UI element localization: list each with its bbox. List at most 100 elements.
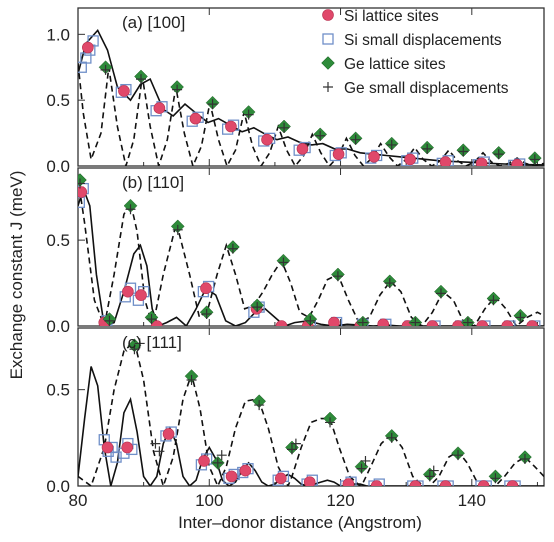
x-tick-label: 80: [69, 491, 88, 510]
chart-panel-1: 0.0 0.5 1.0 (a) [100]: [46, 7, 545, 176]
si-lattice-point: [122, 285, 134, 298]
si-displacement-point: [80, 52, 92, 64]
si-lattice-point: [511, 158, 523, 166]
si-lattice-point: [78, 186, 88, 198]
plot-frame: [77, 327, 545, 487]
ge-displacement-point: [488, 295, 499, 306]
dashed-fit-curve: [78, 339, 544, 486]
ge-displacement-point: [154, 446, 165, 457]
chart-panels: 0.0 0.5 1.0 (a) [100] 0.0 0.5 (b) [110] 0.0 0.5 (…: [46, 7, 545, 496]
solid-fit-curve: [78, 186, 544, 326]
legend-entry: Ge small displacements: [323, 80, 509, 97]
si-lattice-point: [477, 480, 490, 486]
y-tick-label: 0.0: [46, 317, 70, 336]
solid-fit-curve: [78, 366, 544, 486]
plot-area: [78, 173, 544, 326]
ge-displacement-point: [201, 308, 212, 319]
si-lattice-point: [121, 441, 134, 454]
ge-displacement-point: [435, 288, 446, 299]
ge-displacement-point: [172, 224, 183, 235]
si-lattice-point: [118, 85, 130, 97]
ge-displacement-point: [216, 450, 227, 461]
si-lattice-point: [342, 478, 355, 486]
si-displacement-point: [322, 33, 334, 45]
ge-displacement-point: [125, 204, 136, 215]
x-tick-labels: 80 100 120 140: [69, 491, 486, 510]
ge-displacement-point: [325, 417, 336, 428]
x-tick-label: 100: [195, 491, 223, 510]
series-plus: [129, 338, 530, 484]
ge-displacement-point: [150, 438, 161, 449]
ge-displacement-point: [207, 99, 218, 110]
si-lattice-point: [150, 320, 163, 326]
si-lattice-point: [82, 41, 94, 54]
solid-fit-curve: [78, 28, 544, 166]
series-plus: [78, 178, 526, 326]
y-tick-label: 0.5: [46, 91, 70, 110]
si-lattice-point: [328, 316, 340, 326]
si-lattice-point: [322, 9, 334, 21]
ge-displacement-point: [315, 130, 326, 141]
y-tick-label: 0.0: [46, 477, 70, 496]
ge-displacement-point: [100, 64, 111, 75]
ge-displacement-point: [529, 154, 540, 165]
si-lattice-point: [501, 320, 514, 326]
si-lattice-point: [370, 480, 383, 486]
x-tick-label: 140: [458, 491, 486, 510]
y-axis-label: Exchange constant J (meV): [7, 171, 26, 380]
ge-displacement-point: [493, 149, 504, 160]
si-lattice-point: [189, 112, 202, 125]
si-lattice-point: [101, 441, 114, 454]
ge-displacement-point: [462, 317, 473, 326]
ge-displacement-point: [453, 450, 464, 461]
ge-displacement-point: [186, 375, 197, 386]
si-lattice-point: [153, 102, 166, 114]
ge-displacement-point: [129, 344, 140, 355]
ge-displacement-point: [290, 438, 301, 449]
ge-displacement-point: [254, 400, 265, 411]
ge-displacement-point: [212, 457, 223, 468]
ge-displacement-point: [424, 471, 435, 482]
ge-displacement-point: [146, 314, 157, 325]
si-lattice-point: [475, 157, 488, 166]
x-axis-label: Inter–donor distance (Angstrom): [178, 513, 422, 532]
si-lattice-point: [452, 320, 464, 326]
si-lattice-point: [332, 148, 345, 160]
y-tick-label: 0.5: [46, 231, 70, 250]
si-lattice-point: [225, 470, 238, 483]
legend-label: Ge lattice sites: [344, 56, 446, 73]
si-lattice-point: [225, 120, 237, 133]
ge-displacement-point: [332, 271, 343, 282]
ge-displacement-point: [134, 338, 145, 349]
ge-lattice-point: [321, 56, 335, 70]
legend-entry: Si lattice sites: [322, 8, 439, 25]
series-circle: [101, 428, 519, 486]
legend-label: Si small displacements: [344, 32, 502, 49]
plot-area: [78, 28, 544, 166]
ge-displacement-point: [227, 243, 238, 254]
ge-displacement-point: [305, 315, 316, 326]
legend: Si lattice sites Si small displacements Ge…: [321, 8, 509, 97]
y-tick-label: 0.5: [46, 381, 70, 400]
x-tick-label: 120: [326, 491, 354, 510]
dashed-fit-curve: [78, 63, 544, 166]
si-lattice-point: [526, 320, 538, 326]
ge-displacement-point: [384, 278, 395, 289]
ge-displacement-point: [279, 122, 290, 133]
plot-frame: [77, 167, 545, 327]
si-lattice-point: [261, 133, 273, 146]
si-lattice-point: [162, 428, 175, 440]
si-lattice-point: [296, 143, 309, 155]
ge-displacement-point: [286, 444, 297, 455]
ge-displacement-point: [356, 463, 367, 474]
ge-displacement-point: [386, 432, 397, 443]
legend-label: Si lattice sites: [344, 8, 439, 25]
ge-displacement-point: [278, 257, 289, 268]
si-lattice-point: [377, 318, 389, 326]
si-lattice-point: [135, 289, 147, 301]
si-lattice-point: [476, 320, 489, 326]
ge-displacement-point: [515, 312, 526, 323]
ge-displacement-point: [357, 317, 368, 326]
ge-displacement-point: [490, 473, 501, 484]
